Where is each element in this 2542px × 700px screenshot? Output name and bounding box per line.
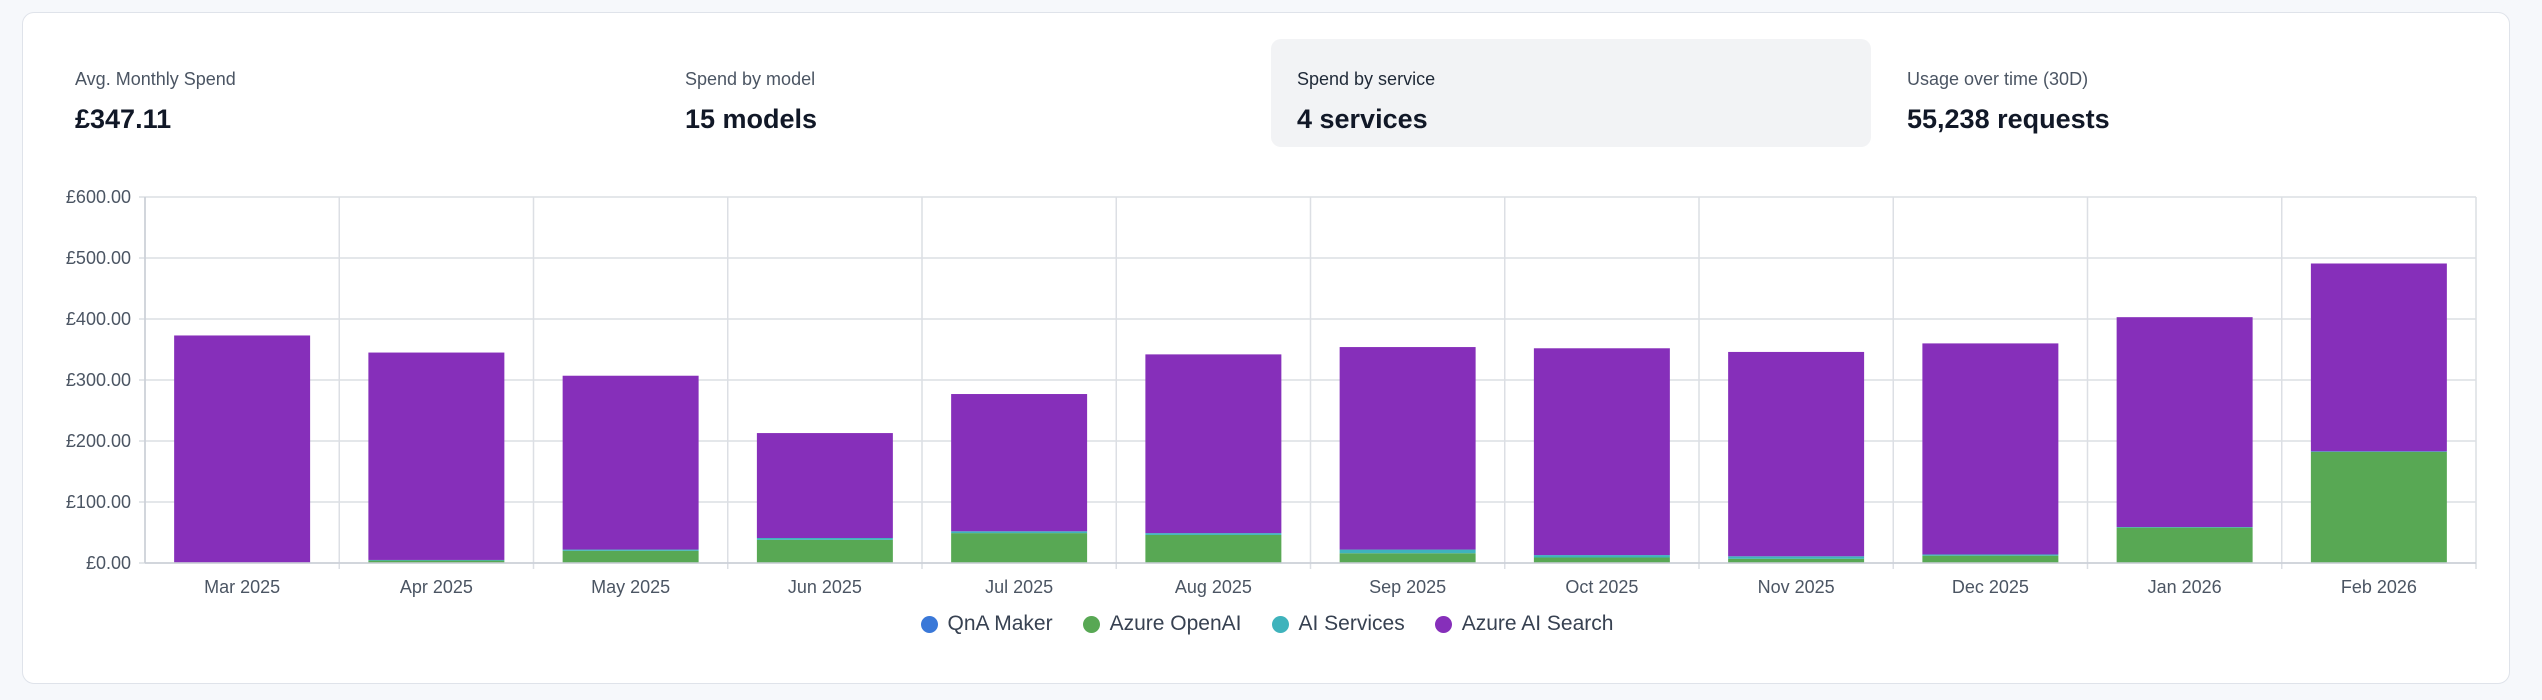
metric-avg-monthly-spend[interactable]: Avg. Monthly Spend £347.11 [49, 39, 649, 147]
bar-segment [2310, 451, 2447, 452]
bar-segment [756, 539, 893, 563]
bar-segment [1922, 555, 2059, 563]
bar-segment [1533, 557, 1670, 563]
x-tick-label: Feb 2026 [2341, 577, 2417, 597]
bar-segment [1922, 343, 2059, 555]
y-tick-label: £300.00 [66, 370, 131, 390]
bar-segment [174, 335, 311, 563]
legend-swatch [920, 615, 938, 633]
bar-segment [2310, 451, 2447, 563]
bar-segment [1145, 354, 1282, 534]
metric-value: 55,238 requests [1907, 104, 2110, 134]
bar-segment [368, 560, 505, 563]
metric-label: Spend by service [1297, 69, 1436, 89]
bar-segment [368, 352, 505, 560]
bar-segment [1339, 549, 1476, 554]
legend-swatch [1434, 615, 1452, 633]
bar-segment [562, 550, 699, 563]
x-tick-label: Mar 2025 [204, 577, 280, 597]
legend-label: Azure OpenAI [1109, 612, 1242, 635]
bar-segment [2116, 527, 2253, 563]
bar-segment [951, 533, 1088, 563]
x-tick-label: Oct 2025 [1565, 577, 1638, 597]
metric-spend-by-service[interactable]: Spend by service 4 services [1271, 39, 1871, 147]
chart-legend: QnA Maker Azure OpenAI AI Services Azure… [23, 609, 2511, 639]
bar-segment [2116, 527, 2253, 528]
bar-segment [1922, 554, 2059, 556]
bar-segment [1728, 558, 1865, 563]
bar-segment [1533, 348, 1670, 556]
bar-segment [1145, 533, 1282, 535]
y-tick-label: £100.00 [66, 492, 131, 512]
bar-segment [951, 531, 1088, 534]
bar-segment [562, 375, 699, 550]
bar-segment [2310, 263, 2447, 452]
metric-label: Spend by model [685, 69, 816, 89]
metric-label: Usage over time (30D) [1907, 69, 2089, 89]
bar-segment [1728, 351, 1865, 557]
y-tick-label: £200.00 [66, 431, 131, 451]
bar-segment [1533, 555, 1670, 558]
metric-usage-over-time[interactable]: Usage over time (30D) 55,238 requests [1881, 39, 2481, 147]
legend-swatch [1271, 615, 1289, 633]
bar-segment [1728, 556, 1865, 559]
bar-segment [951, 394, 1088, 532]
x-tick-label: May 2025 [591, 577, 670, 597]
y-tick-label: £500.00 [66, 248, 131, 268]
metric-value: 15 models [685, 104, 818, 134]
legend-item-ai-services[interactable]: AI Services [1271, 612, 1405, 636]
spend-by-service-chart: £0.00 £100.00 £200.00 £300.00 £400.00 £500.00… [66, 187, 2477, 597]
spend-card: Avg. Monthly Spend £347.11 Spend by mode… [22, 12, 2510, 684]
metric-value: £347.11 [75, 104, 172, 134]
bar-segment [1145, 534, 1282, 563]
x-tick-label: Sep 2025 [1369, 577, 1446, 597]
x-tick-label: Jul 2025 [985, 577, 1053, 597]
bar-segment [756, 433, 893, 538]
bar-segment [368, 559, 505, 561]
x-tick-label: Aug 2025 [1175, 577, 1252, 597]
y-tick-label: £400.00 [66, 309, 131, 329]
y-tick-label: £600.00 [66, 187, 131, 207]
x-tick-label: Jun 2025 [788, 577, 862, 597]
legend-label: QnA Maker [947, 612, 1053, 635]
bar-segment [562, 549, 699, 551]
x-tick-label: Apr 2025 [400, 577, 473, 597]
bar-segment [756, 537, 893, 540]
legend-label: Azure AI Search [1461, 612, 1614, 635]
metric-value: 4 services [1297, 104, 1428, 134]
x-tick-label: Nov 2025 [1758, 577, 1835, 597]
bar-segment [2116, 317, 2253, 528]
bar-segment [1339, 553, 1476, 563]
legend-swatch [1082, 615, 1100, 633]
legend-label: AI Services [1298, 612, 1405, 635]
y-tick-label: £0.00 [86, 553, 131, 573]
legend-item-azure-openai[interactable]: Azure OpenAI [1082, 612, 1242, 636]
legend-item-azure-ai-search[interactable]: Azure AI Search [1434, 612, 1614, 636]
legend-item-qna-maker[interactable]: QnA Maker [920, 612, 1053, 636]
x-tick-label: Dec 2025 [1952, 577, 2029, 597]
x-tick-label: Jan 2026 [2148, 577, 2222, 597]
metric-label: Avg. Monthly Spend [75, 69, 236, 89]
metric-spend-by-model[interactable]: Spend by model 15 models [659, 39, 1259, 147]
bar-segment [1339, 347, 1476, 550]
